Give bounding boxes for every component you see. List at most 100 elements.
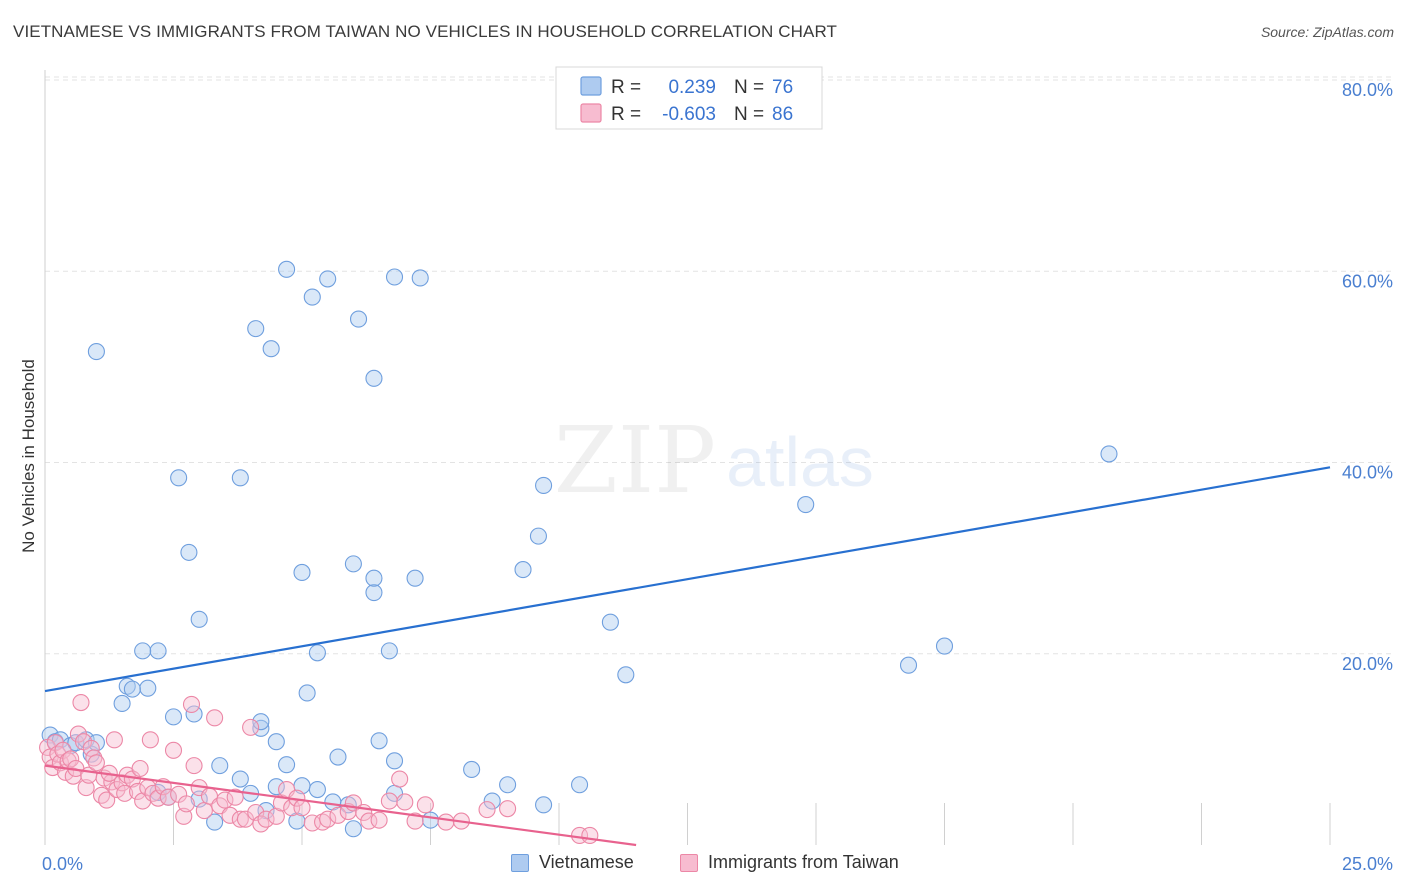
vietnamese-point[interactable]	[571, 776, 589, 794]
vietnamese-point[interactable]	[935, 637, 954, 655]
vietnamese-point[interactable]	[1100, 445, 1118, 463]
vietnamese-point[interactable]	[406, 569, 424, 587]
vietnamese-point[interactable]	[344, 555, 362, 573]
taiwan-point[interactable]	[105, 731, 123, 749]
vietnamese-point[interactable]	[252, 713, 270, 731]
taiwan-point[interactable]	[77, 779, 95, 797]
taiwan-point[interactable]	[437, 813, 455, 831]
legend-item-taiwan[interactable]: Immigrants from Taiwan	[680, 852, 899, 873]
vietnamese-point[interactable]	[308, 644, 326, 662]
vietnamese-point[interactable]	[206, 813, 224, 831]
taiwan-point[interactable]	[131, 759, 149, 778]
vietnamese-point[interactable]	[319, 270, 337, 288]
taiwan-point[interactable]	[396, 793, 414, 811]
taiwan-point[interactable]	[226, 788, 244, 806]
vietnamese-point[interactable]	[385, 268, 404, 286]
vietnamese-point[interactable]	[329, 748, 347, 766]
taiwan-point[interactable]	[216, 791, 234, 809]
vietnamese-point[interactable]	[303, 288, 321, 306]
taiwan-point[interactable]	[98, 791, 116, 809]
vietnamese-point[interactable]	[278, 756, 296, 774]
vietnamese-point[interactable]	[617, 666, 635, 684]
vietnamese-point[interactable]	[247, 320, 265, 338]
vietnamese-point[interactable]	[370, 732, 388, 750]
vietnamese-point[interactable]	[149, 642, 167, 660]
taiwan-point[interactable]	[159, 788, 177, 806]
vietnamese-point[interactable]	[411, 269, 429, 287]
taiwan-point[interactable]	[177, 795, 195, 813]
taiwan-point[interactable]	[319, 810, 337, 828]
vietnamese-point[interactable]	[113, 694, 131, 713]
taiwan-point[interactable]	[116, 784, 134, 802]
vietnamese-point[interactable]	[257, 802, 275, 820]
taiwan-point[interactable]	[416, 796, 434, 814]
vietnamese-point[interactable]	[211, 757, 229, 775]
vietnamese-point[interactable]	[139, 679, 157, 697]
vietnamese-point[interactable]	[123, 680, 141, 698]
vietnamese-point[interactable]	[535, 796, 553, 814]
taiwan-point[interactable]	[195, 802, 213, 820]
taiwan-point[interactable]	[499, 800, 517, 818]
vietnamese-point[interactable]	[797, 496, 815, 514]
legend-item-vietnamese[interactable]: Vietnamese	[511, 852, 634, 873]
vietnamese-point[interactable]	[463, 760, 481, 779]
vietnamese-point[interactable]	[180, 543, 198, 561]
vietnamese-point[interactable]	[349, 310, 368, 328]
vietnamese-point[interactable]	[421, 811, 440, 829]
taiwan-point[interactable]	[231, 810, 249, 828]
vietnamese-point[interactable]	[899, 656, 918, 674]
taiwan-point[interactable]	[185, 757, 203, 775]
taiwan-point[interactable]	[182, 695, 201, 713]
vietnamese-point[interactable]	[185, 705, 203, 723]
taiwan-point[interactable]	[314, 813, 332, 831]
taiwan-point[interactable]	[236, 810, 255, 828]
vietnamese-point[interactable]	[380, 642, 398, 660]
vietnamese-point[interactable]	[293, 563, 311, 582]
taiwan-point[interactable]	[92, 786, 111, 804]
taiwan-point[interactable]	[380, 792, 398, 810]
vietnamese-point[interactable]	[134, 642, 152, 660]
taiwan-point[interactable]	[293, 799, 311, 817]
taiwan-point[interactable]	[164, 741, 183, 759]
taiwan-point[interactable]	[206, 709, 224, 727]
vietnamese-point[interactable]	[529, 527, 547, 545]
vietnamese-point[interactable]	[365, 369, 383, 387]
vietnamese-point[interactable]	[87, 343, 105, 361]
vietnamese-point[interactable]	[267, 778, 285, 796]
vietnamese-point[interactable]	[365, 583, 383, 602]
taiwan-point[interactable]	[85, 749, 103, 767]
taiwan-point[interactable]	[391, 770, 409, 788]
vietnamese-point[interactable]	[601, 613, 619, 631]
vietnamese-point[interactable]	[483, 792, 501, 810]
vietnamese-point[interactable]	[278, 260, 296, 278]
taiwan-point[interactable]	[87, 754, 105, 772]
vietnamese-point[interactable]	[231, 469, 249, 487]
taiwan-point[interactable]	[581, 826, 599, 844]
vietnamese-point[interactable]	[499, 776, 517, 794]
vietnamese-point[interactable]	[170, 469, 188, 487]
taiwan-point[interactable]	[62, 750, 80, 768]
vietnamese-point[interactable]	[298, 684, 316, 702]
taiwan-point[interactable]	[72, 693, 90, 712]
vietnamese-point[interactable]	[118, 677, 136, 695]
taiwan-point[interactable]	[267, 807, 285, 825]
taiwan-point[interactable]	[242, 718, 260, 736]
vietnamese-point[interactable]	[514, 561, 532, 579]
vietnamese-point[interactable]	[308, 780, 326, 799]
taiwan-point[interactable]	[252, 815, 270, 833]
taiwan-point[interactable]	[175, 807, 193, 825]
taiwan-point[interactable]	[329, 806, 347, 824]
taiwan-point[interactable]	[141, 731, 159, 749]
vietnamese-point[interactable]	[344, 820, 362, 838]
taiwan-point[interactable]	[370, 811, 388, 829]
taiwan-point[interactable]	[257, 810, 275, 828]
vietnamese-point[interactable]	[262, 340, 280, 358]
vietnamese-point[interactable]	[231, 770, 249, 788]
vietnamese-point[interactable]	[267, 733, 285, 751]
taiwan-point[interactable]	[406, 812, 424, 830]
vietnamese-point[interactable]	[535, 476, 553, 495]
vietnamese-point[interactable]	[190, 610, 208, 628]
vietnamese-point[interactable]	[385, 752, 404, 770]
vietnamese-point[interactable]	[365, 569, 383, 587]
vietnamese-point[interactable]	[164, 708, 183, 726]
